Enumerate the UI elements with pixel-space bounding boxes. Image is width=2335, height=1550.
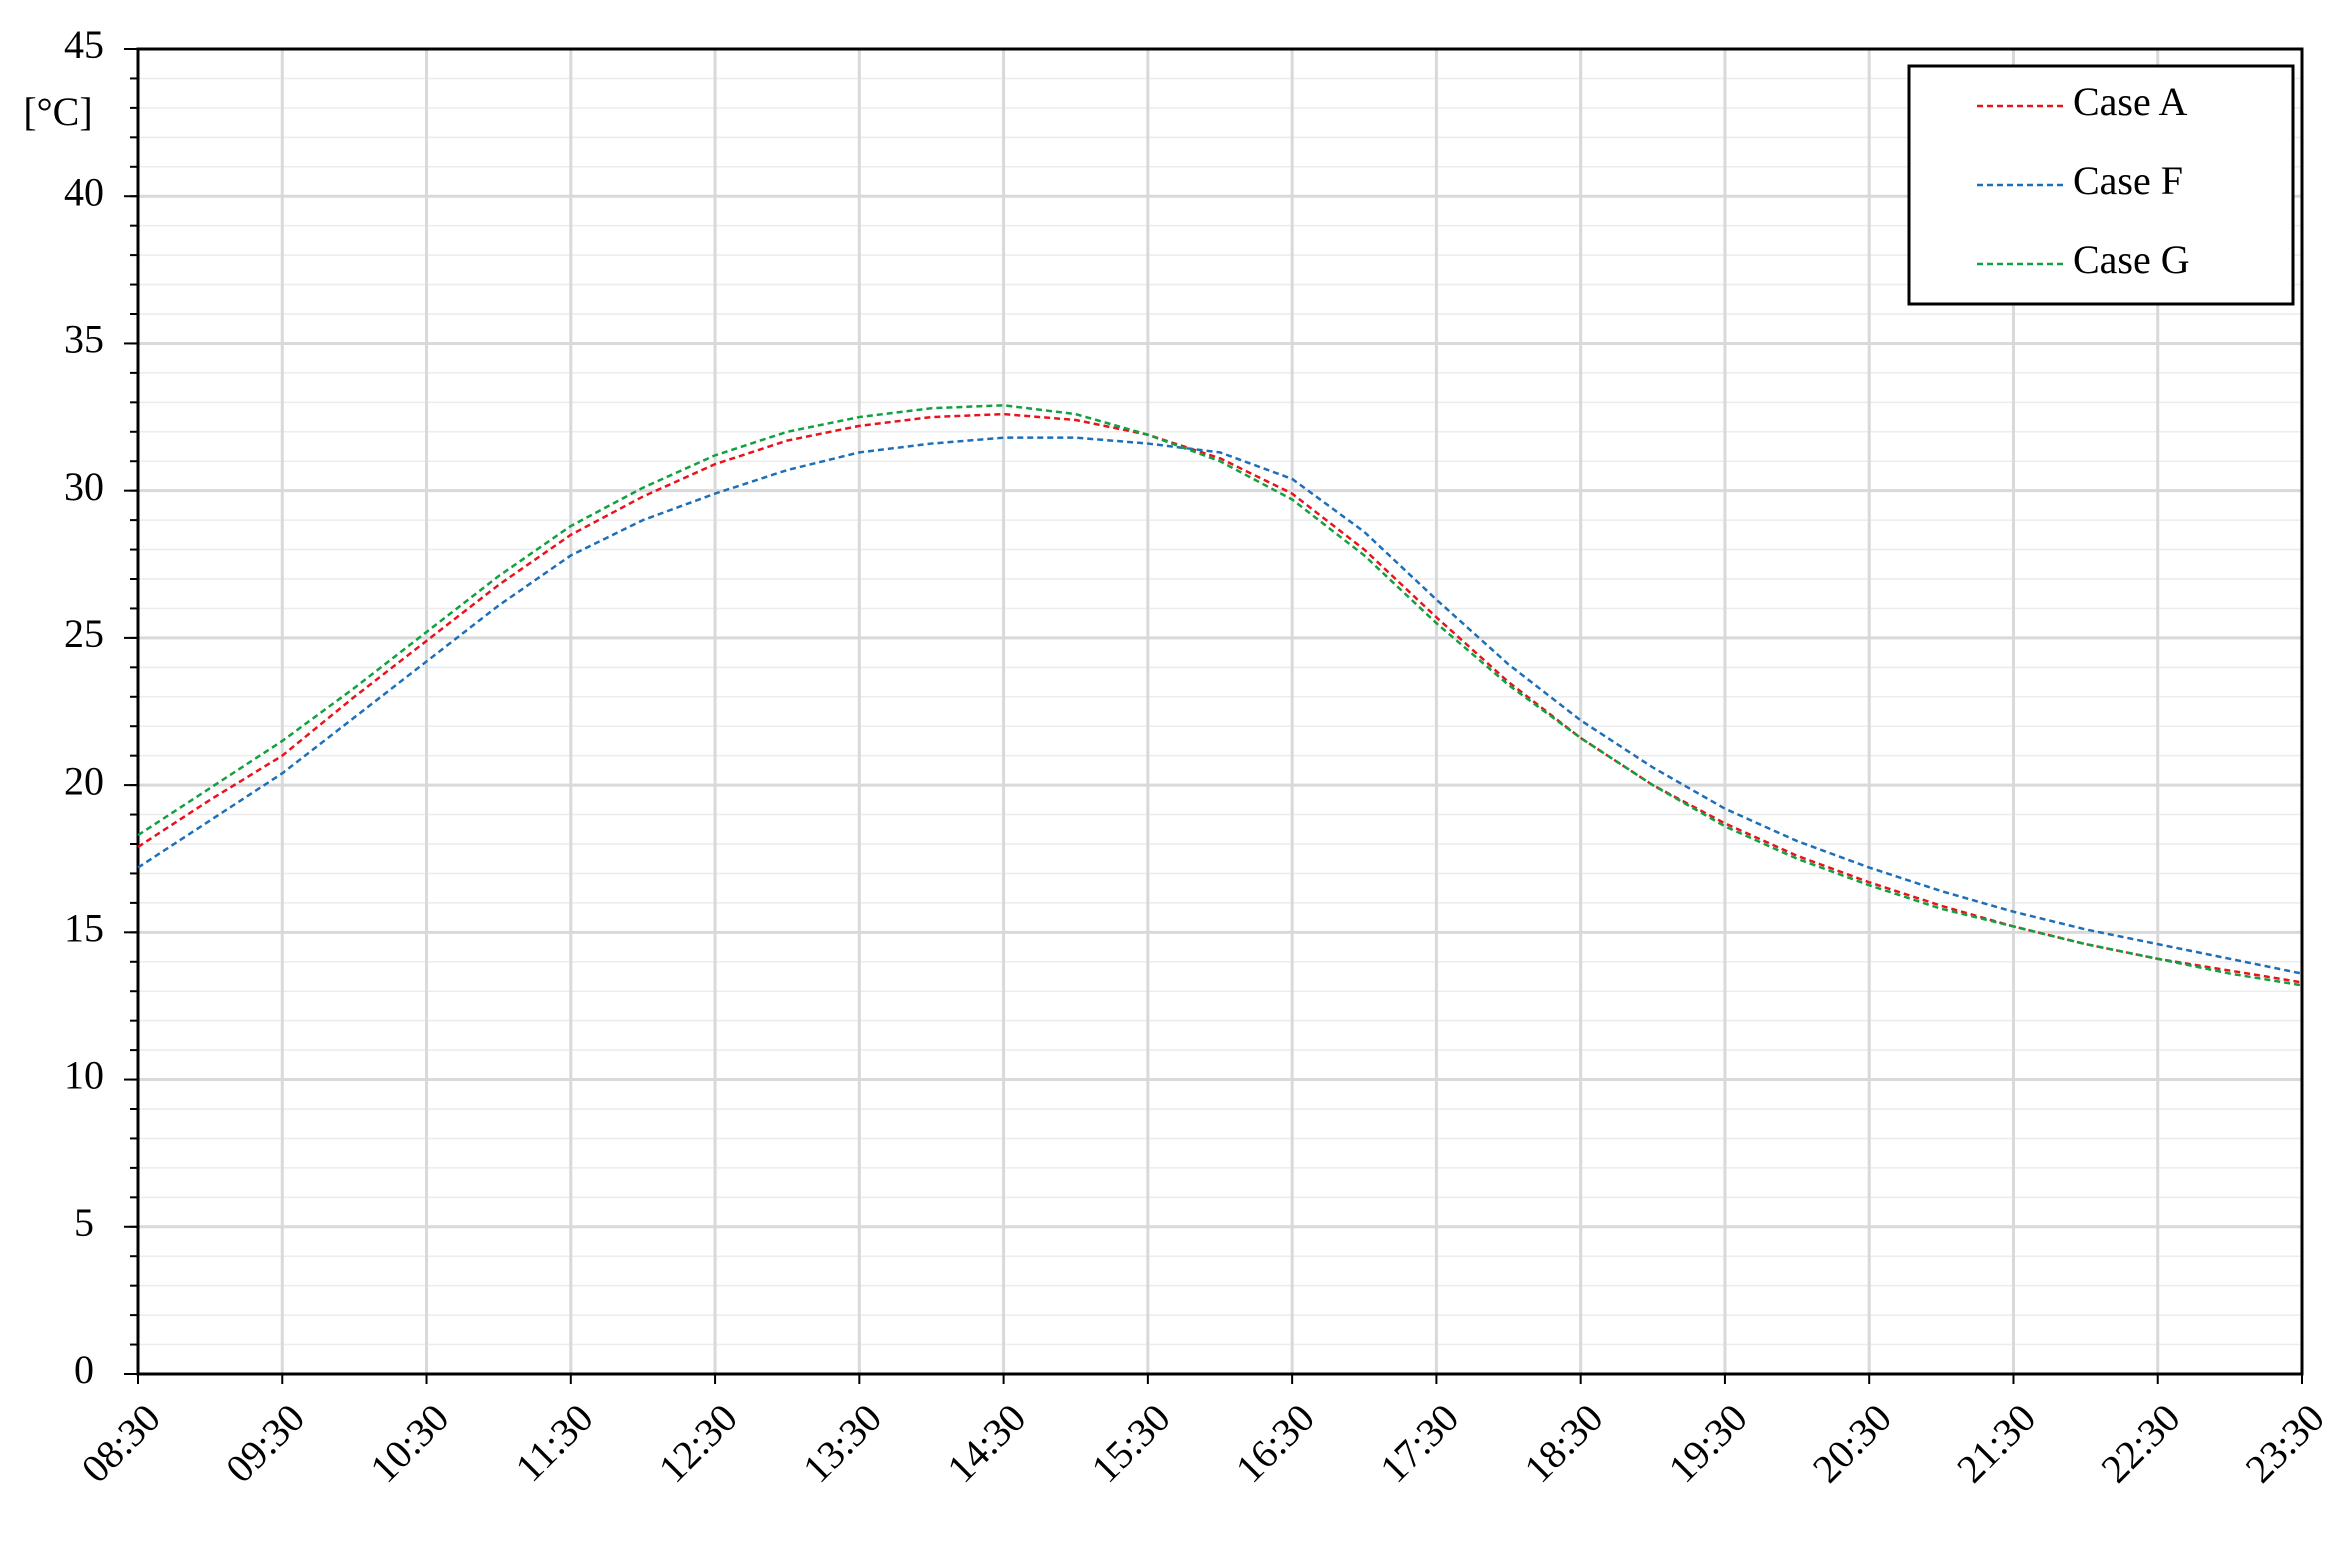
x-tick-label: 17:30 [1371,1395,1467,1491]
x-tick-label: 23:30 [2237,1395,2333,1491]
x-tick-label: 10:30 [361,1395,457,1491]
legend-box [1907,64,2295,306]
y-tick-label: 15 [64,906,104,951]
y-tick-label: 5 [74,1200,94,1245]
x-tick-label: 12:30 [650,1395,746,1491]
x-tick-label: 08:30 [73,1395,169,1491]
x-tick-label: 20:30 [1804,1395,1900,1491]
x-tick-label: 16:30 [1227,1395,1323,1491]
x-tick-label: 13:30 [794,1395,890,1491]
series-line [137,404,2303,987]
y-tick-label: 10 [64,1053,104,1098]
x-tick-label: 19:30 [1660,1395,1756,1491]
y-tick-label: 0 [74,1347,94,1392]
legend-label: Case F [2073,158,2183,203]
series-line [137,412,2303,984]
y-tick-label: 35 [64,317,104,362]
series-line [137,436,2303,975]
y-axis-label: [°C] [23,89,92,134]
x-tick-label: 11:30 [506,1395,601,1490]
x-tick-label: 22:30 [2092,1395,2188,1491]
y-tick-label: 45 [64,22,104,67]
x-tick-label: 21:30 [1948,1395,2044,1491]
legend-label: Case G [2073,237,2190,282]
y-tick-label: 30 [64,464,104,509]
y-tick-label: 20 [64,758,104,803]
x-tick-label: 15:30 [1082,1395,1178,1491]
x-tick-label: 18:30 [1515,1395,1611,1491]
x-tick-label: 09:30 [217,1395,313,1491]
y-tick-label: 40 [64,169,104,214]
y-tick-label: 25 [64,611,104,656]
legend-label: Case A [2073,79,2188,124]
x-tick-label: 14:30 [938,1395,1034,1491]
plot-frame [136,47,2304,1376]
